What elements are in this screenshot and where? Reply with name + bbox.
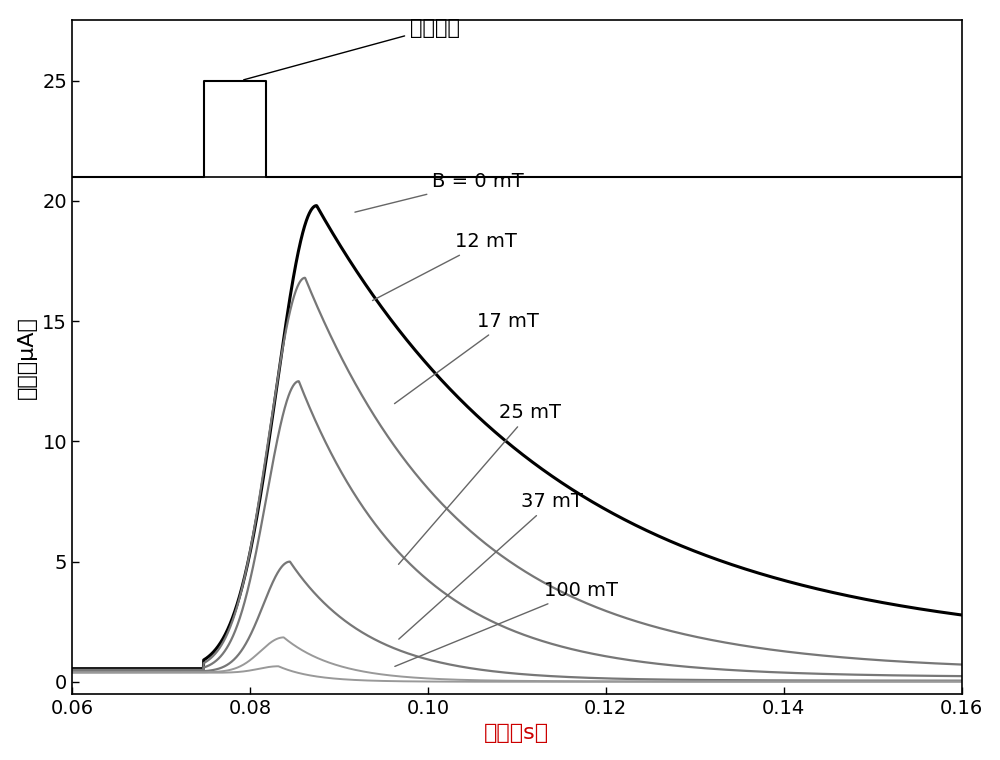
Text: B = 0 mT: B = 0 mT — [355, 172, 524, 212]
Text: 25 mT: 25 mT — [399, 403, 561, 565]
Text: 17 mT: 17 mT — [395, 312, 539, 404]
X-axis label: 时间（s）: 时间（s） — [484, 724, 549, 743]
Text: 12 mT: 12 mT — [372, 233, 516, 300]
Text: 脉冲信号: 脉冲信号 — [244, 17, 460, 80]
Y-axis label: 电流（μA）: 电流（μA） — [17, 315, 37, 398]
Text: 37 mT: 37 mT — [399, 492, 583, 639]
Text: 100 mT: 100 mT — [395, 581, 618, 667]
